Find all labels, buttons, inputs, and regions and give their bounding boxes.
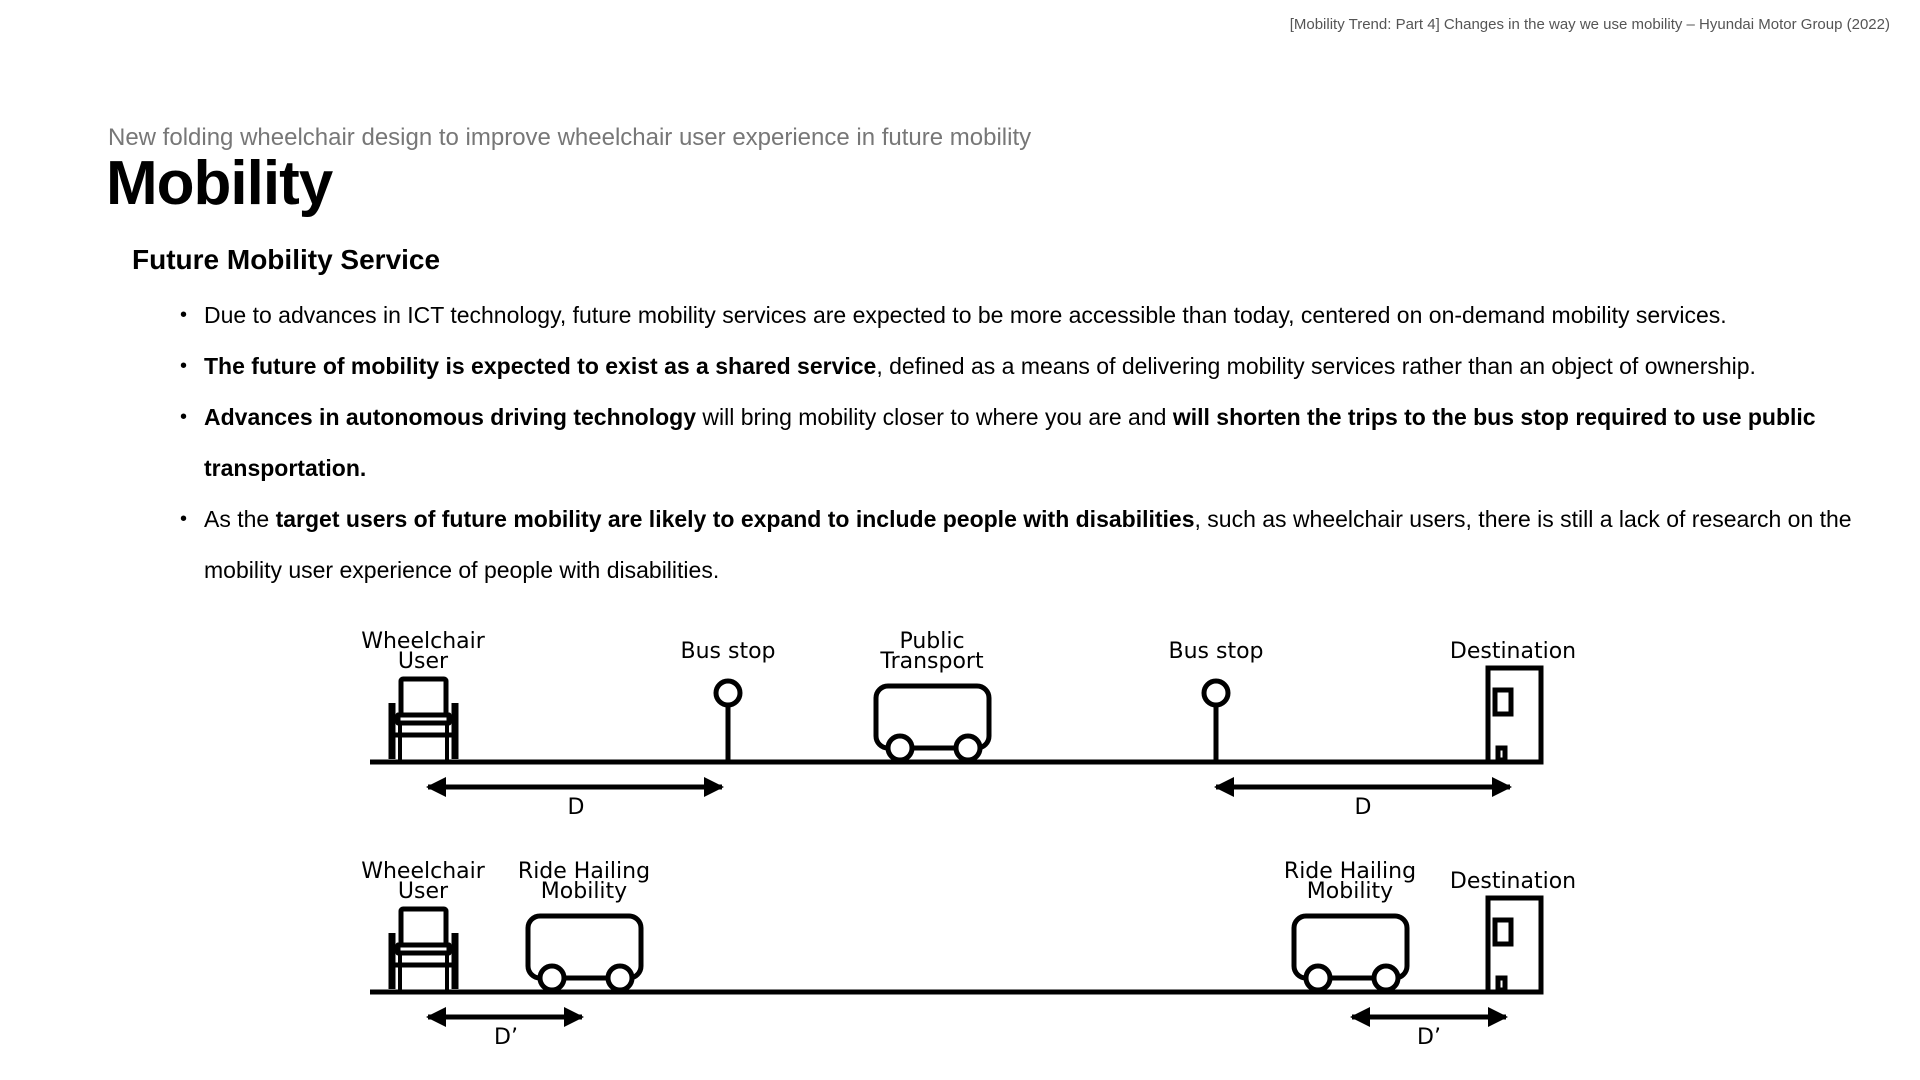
wheelchair-icon (388, 906, 459, 992)
row-ride-hailing: Wheelchair User Ride Hailing Mobility Ri… (361, 859, 1576, 1050)
bullet-text: Due to advances in ICT technology, futur… (204, 302, 1727, 328)
door-icon (1485, 665, 1544, 765)
bullet-text-bold: target users of future mobility are like… (275, 506, 1195, 532)
ride-hailing-right-label-line2: Mobility (1307, 879, 1393, 904)
bullet-item: The future of mobility is expected to ex… (180, 341, 1860, 392)
ride-hailing-left-label-line2: Mobility (541, 879, 627, 904)
subtitle: New folding wheelchair design to improve… (108, 124, 1032, 151)
row-public-transport: Wheelchair User Bus stop Public Transpor… (361, 629, 1576, 820)
section-heading: Future Mobility Service (132, 244, 441, 275)
public-transport-label-line2: Transport (879, 649, 984, 674)
ride-hailing-vehicle-icon (1291, 913, 1410, 993)
bus-stop-left-label: Bus stop (680, 639, 775, 664)
bullet-text: , defined as a means of delivering mobil… (876, 353, 1756, 379)
wheelchair-label-line2: User (398, 879, 449, 904)
bullet-item: As the target users of future mobility a… (180, 494, 1860, 596)
bullet-text-bold: The future of mobility is expected to ex… (204, 353, 877, 379)
citation: [Mobility Trend: Part 4] Changes in the … (1289, 16, 1890, 33)
bullet-text-bold: will shorten the trips to the bus stop r… (204, 404, 1816, 481)
destination-label: Destination (1450, 639, 1576, 664)
bullet-item: Advances in autonomous driving technolog… (180, 392, 1860, 494)
door-icon (1485, 895, 1544, 995)
bullet-text: As the (204, 506, 276, 532)
distance-label-right: D’ (1417, 1025, 1441, 1050)
bus-icon (873, 683, 992, 763)
bus-stop-icon (713, 678, 743, 762)
wheelchair-label-line1: Wheelchair (361, 859, 486, 884)
public-transport-label-line1: Public (899, 629, 964, 654)
bus-stop-icon (1201, 678, 1231, 762)
bullet-list: Due to advances in ICT technology, futur… (180, 290, 1860, 596)
ride-hailing-vehicle-icon (525, 913, 644, 993)
wheelchair-label-line2: User (398, 649, 449, 674)
bullet-text: , such as wheelchair users, there is sti… (204, 506, 1852, 583)
distance-label-left: D (568, 795, 585, 820)
ride-hailing-right-label-line1: Ride Hailing (1284, 859, 1416, 884)
destination-label: Destination (1450, 869, 1576, 894)
bullet-item: Due to advances in ICT technology, futur… (180, 290, 1860, 341)
wheelchair-icon (388, 676, 459, 762)
page-title: Mobility (106, 149, 333, 218)
bullet-text-bold: Advances in autonomous driving technolog… (204, 404, 696, 430)
bullet-text: will bring mobility closer to where you … (696, 404, 1173, 430)
ride-hailing-left-label-line1: Ride Hailing (518, 859, 650, 884)
bus-stop-right-label: Bus stop (1168, 639, 1263, 664)
distance-label-left: D’ (494, 1025, 518, 1050)
wheelchair-label-line1: Wheelchair (361, 629, 486, 654)
distance-label-right: D (1355, 795, 1372, 820)
